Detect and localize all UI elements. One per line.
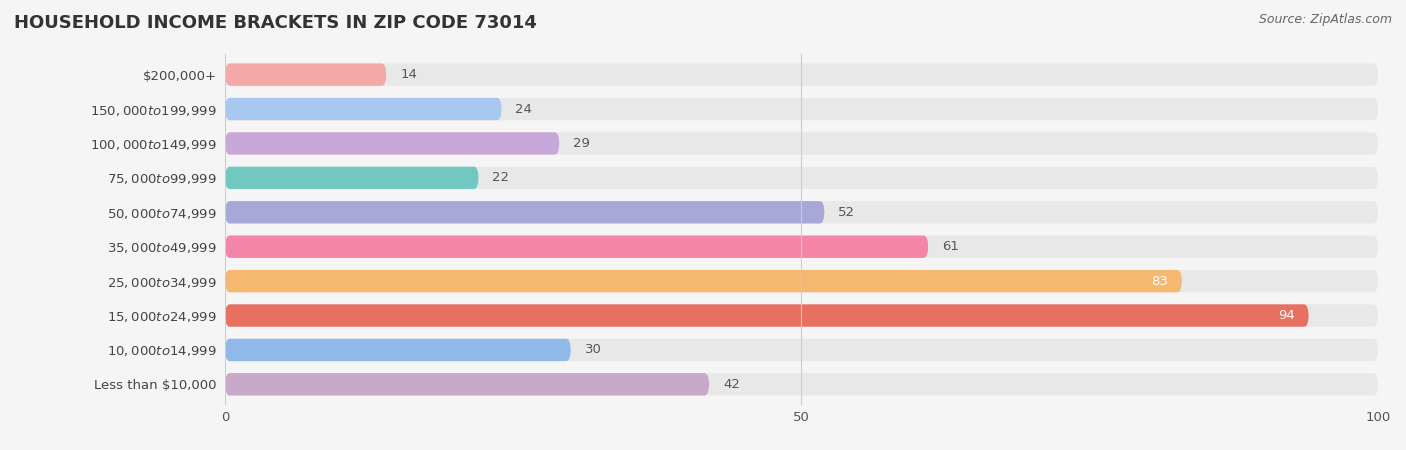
FancyBboxPatch shape bbox=[225, 201, 1378, 224]
Text: 14: 14 bbox=[401, 68, 418, 81]
FancyBboxPatch shape bbox=[225, 304, 1309, 327]
Text: 30: 30 bbox=[585, 343, 602, 356]
FancyBboxPatch shape bbox=[225, 235, 928, 258]
FancyBboxPatch shape bbox=[225, 339, 1378, 361]
FancyBboxPatch shape bbox=[225, 270, 1182, 292]
FancyBboxPatch shape bbox=[225, 132, 560, 155]
FancyBboxPatch shape bbox=[225, 235, 1378, 258]
FancyBboxPatch shape bbox=[225, 132, 1378, 155]
Text: HOUSEHOLD INCOME BRACKETS IN ZIP CODE 73014: HOUSEHOLD INCOME BRACKETS IN ZIP CODE 73… bbox=[14, 14, 537, 32]
Text: 29: 29 bbox=[574, 137, 591, 150]
FancyBboxPatch shape bbox=[225, 166, 478, 189]
Text: 22: 22 bbox=[492, 171, 509, 184]
Text: 24: 24 bbox=[516, 103, 533, 116]
FancyBboxPatch shape bbox=[225, 63, 1378, 86]
FancyBboxPatch shape bbox=[225, 270, 1378, 292]
FancyBboxPatch shape bbox=[225, 339, 571, 361]
Text: 42: 42 bbox=[723, 378, 740, 391]
FancyBboxPatch shape bbox=[225, 373, 709, 396]
FancyBboxPatch shape bbox=[225, 201, 824, 224]
FancyBboxPatch shape bbox=[225, 98, 1378, 120]
Text: 94: 94 bbox=[1278, 309, 1295, 322]
Text: Source: ZipAtlas.com: Source: ZipAtlas.com bbox=[1258, 14, 1392, 27]
FancyBboxPatch shape bbox=[225, 166, 1378, 189]
FancyBboxPatch shape bbox=[225, 98, 502, 120]
Text: 52: 52 bbox=[838, 206, 855, 219]
Text: 61: 61 bbox=[942, 240, 959, 253]
FancyBboxPatch shape bbox=[225, 304, 1378, 327]
Text: 83: 83 bbox=[1152, 274, 1168, 288]
FancyBboxPatch shape bbox=[225, 373, 1378, 396]
FancyBboxPatch shape bbox=[225, 63, 387, 86]
